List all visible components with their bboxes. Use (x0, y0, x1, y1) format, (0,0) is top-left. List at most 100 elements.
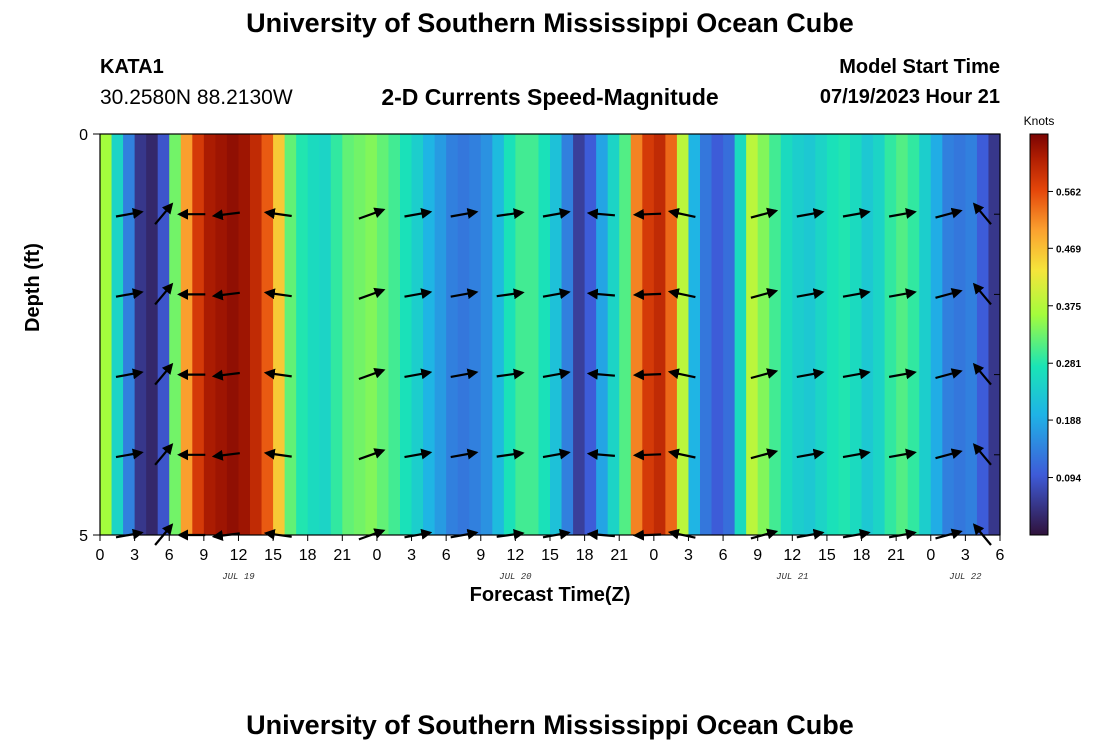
heatmap-cell (342, 134, 355, 535)
heatmap-cell (376, 134, 390, 535)
x-tick-label: 0 (96, 547, 105, 564)
heatmap-cell (284, 134, 297, 535)
heatmap-cell (607, 134, 620, 535)
heatmap-cell (700, 134, 713, 535)
current-vector-arrow (632, 208, 662, 220)
heatmap-cell (238, 134, 251, 535)
heatmap-cell (642, 134, 655, 535)
current-vector-arrow (972, 443, 992, 466)
heatmap-cell (411, 134, 424, 535)
heatmap-cell (988, 134, 1001, 535)
heatmap-cell (930, 134, 943, 535)
heatmap-cell (746, 134, 759, 535)
current-vector-arrow (358, 287, 386, 300)
current-vector-arrow (358, 367, 386, 381)
colorbar-tick-label: 0.562 (1056, 187, 1081, 198)
heatmap-cell (330, 134, 343, 535)
current-vector-arrow (888, 368, 917, 380)
x-tick-label: 0 (926, 547, 935, 564)
heatmap-cell (307, 134, 320, 535)
y-tick-label: 5 (79, 528, 88, 545)
current-vector-arrow (842, 368, 871, 380)
current-vector-arrow (667, 368, 696, 380)
x-tick-label: 9 (476, 547, 485, 564)
current-vector-arrow (667, 207, 696, 219)
heatmap-cell (192, 134, 205, 535)
heatmap-cell (203, 134, 216, 535)
current-vector-arrow (211, 369, 240, 381)
current-vector-arrow (211, 449, 240, 461)
current-vector-arrow (154, 202, 174, 225)
x-tick-label: 18 (576, 547, 594, 564)
y-tick-label: 0 (79, 127, 88, 144)
heatmap-cell (803, 134, 816, 535)
x-tick-label: 21 (887, 547, 905, 564)
heatmap-cell (353, 134, 366, 535)
current-vector-arrow (211, 209, 240, 221)
heatmap-cell (273, 134, 286, 535)
current-vector-arrow (935, 207, 963, 219)
x-tick-label: 21 (333, 547, 351, 564)
current-vector-arrow (115, 288, 144, 300)
current-vector-arrow (115, 448, 144, 460)
current-vector-arrow (496, 368, 525, 380)
colorbar-gradient (1029, 133, 1049, 536)
current-vector-arrow (404, 288, 433, 300)
current-vector-arrow (211, 289, 240, 301)
x-tick-label: 3 (961, 547, 970, 564)
heatmap-cell (619, 134, 632, 535)
current-vector-arrow (750, 287, 779, 299)
x-tick-label: 18 (299, 547, 317, 564)
x-tick-label: 6 (996, 547, 1005, 564)
heatmap-cell (538, 134, 551, 535)
current-vector-arrow (263, 448, 292, 460)
current-vector-arrow (888, 288, 917, 300)
colorbar-tick-label: 0.375 (1056, 302, 1081, 313)
heatmap-cell (815, 134, 828, 535)
heatmap-cell (665, 134, 678, 535)
x-tick-label: 3 (684, 547, 693, 564)
current-vector-arrow (667, 448, 696, 460)
current-vector-arrow (542, 288, 571, 300)
current-vector-arrow (496, 288, 525, 300)
current-vector-arrow (358, 207, 386, 220)
heatmap-cell (630, 134, 643, 535)
current-vector-arrow (667, 288, 696, 299)
x-tick-label: 9 (199, 547, 208, 564)
heatmap-cell (515, 134, 528, 535)
date-label: JUL 21 (776, 572, 808, 582)
colorbar: Knots 0.094 0.188 0.281 0.375 0.469 0.562 (1024, 114, 1081, 536)
current-vector-arrow (632, 369, 662, 381)
heatmap-cell (792, 134, 805, 535)
heatmap-cell (457, 134, 470, 535)
current-vector-arrow (404, 208, 433, 219)
colorbar-title: Knots (1024, 114, 1055, 128)
current-vector-arrow (935, 368, 963, 380)
colorbar-tick-label: 0.094 (1056, 474, 1081, 485)
heatmap-cell (769, 134, 782, 535)
station-coordinates: 30.2580N 88.2130W (100, 86, 293, 109)
heatmap-cell (434, 134, 447, 535)
heatmap-cell (480, 134, 493, 535)
heatmap-cell (469, 134, 482, 535)
current-vector-arrow (154, 443, 174, 466)
heatmap-cell (215, 134, 228, 535)
x-tick-label: 15 (818, 547, 836, 564)
colorbar-tick-label: 0.188 (1056, 416, 1081, 427)
heatmap-cell (896, 134, 909, 535)
current-vector-arrow (935, 287, 963, 299)
heatmap-cell (873, 134, 886, 535)
colorbar-tick-label: 0.469 (1056, 244, 1081, 255)
current-vector-arrow (796, 448, 825, 460)
heatmap-cell (561, 134, 574, 535)
colorbar-tick-label: 0.281 (1056, 359, 1081, 370)
heatmap-cell (146, 134, 159, 535)
station-id: KATA1 (100, 56, 164, 78)
x-tick-label: 15 (541, 547, 559, 564)
current-vector-arrow (888, 448, 917, 460)
x-tick-label: 12 (783, 547, 801, 564)
page-title: University of Southern Mississippi Ocean… (246, 8, 854, 38)
heatmap-cell (100, 134, 113, 535)
x-tick-label: 0 (372, 547, 381, 564)
current-vector-arrow (842, 288, 871, 300)
